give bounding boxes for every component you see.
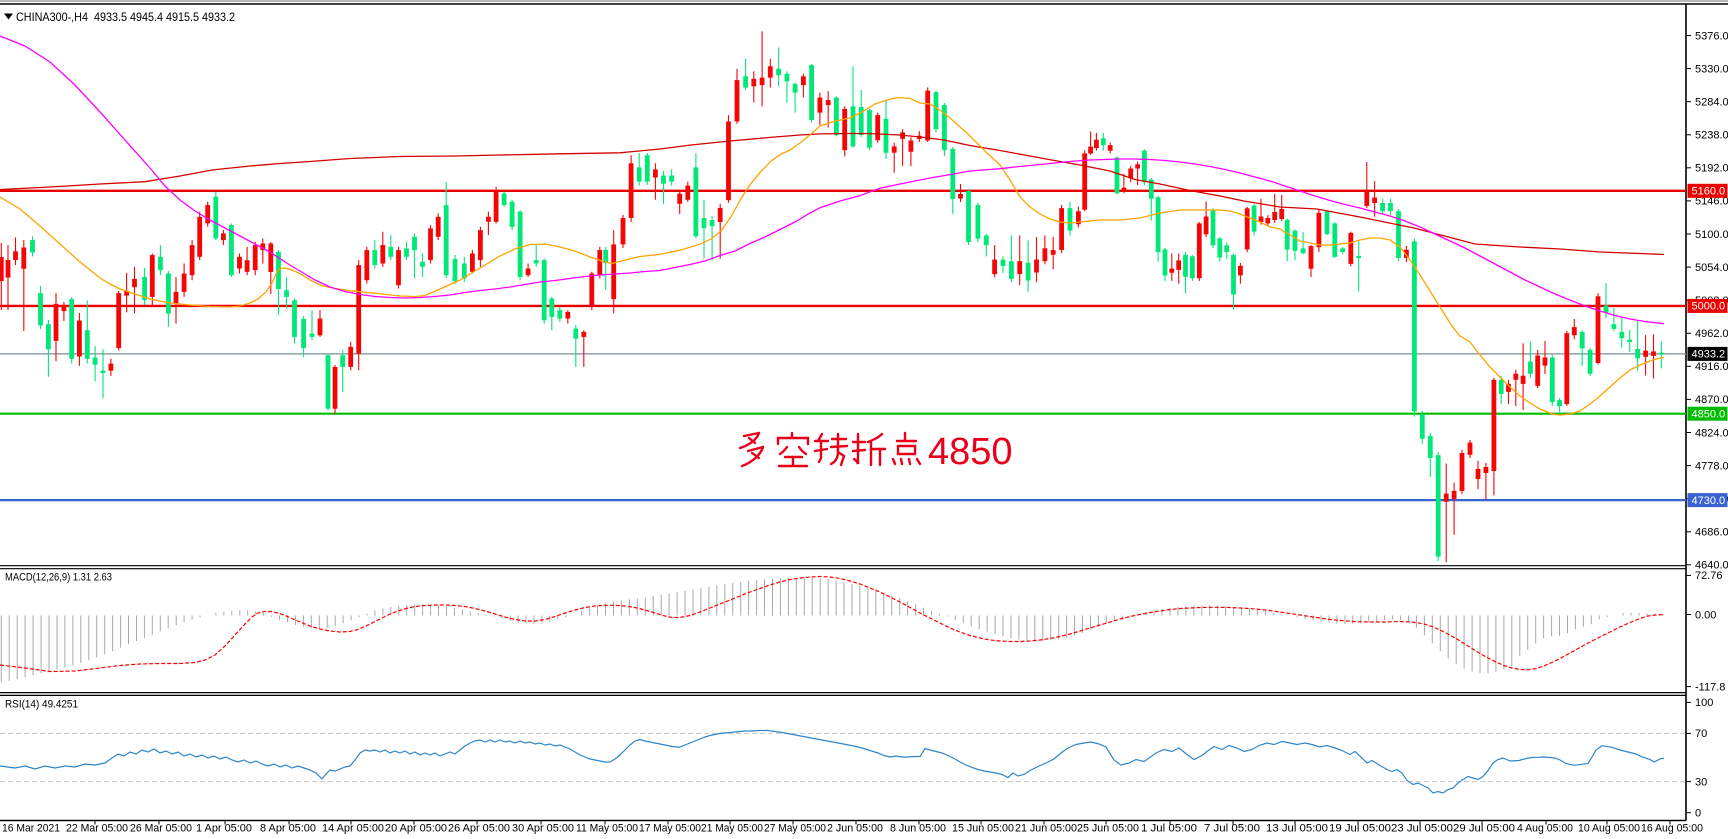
svg-text:4850.0: 4850.0 bbox=[1692, 409, 1726, 421]
svg-text:21 Jun 05:00: 21 Jun 05:00 bbox=[1015, 823, 1077, 835]
svg-text:-117.8: -117.8 bbox=[1695, 681, 1725, 693]
svg-text:7 Jul 05:00: 7 Jul 05:00 bbox=[1204, 823, 1260, 835]
svg-text:4778.0: 4778.0 bbox=[1695, 460, 1728, 472]
svg-text:30: 30 bbox=[1695, 776, 1707, 788]
svg-text:11 May 05:00: 11 May 05:00 bbox=[576, 823, 638, 835]
svg-text:2 Jun 05:00: 2 Jun 05:00 bbox=[827, 823, 883, 835]
svg-text:5192.0: 5192.0 bbox=[1695, 163, 1728, 175]
svg-text:30 Apr 05:00: 30 Apr 05:00 bbox=[512, 823, 574, 835]
svg-text:27 May 05:00: 27 May 05:00 bbox=[764, 823, 826, 835]
svg-text:21 May 05:00: 21 May 05:00 bbox=[701, 823, 763, 835]
svg-text:23 Jul 05:00: 23 Jul 05:00 bbox=[1391, 823, 1453, 835]
svg-text:4640.0: 4640.0 bbox=[1695, 560, 1728, 572]
svg-text:16 Aug 05:00: 16 Aug 05:00 bbox=[1641, 823, 1703, 835]
svg-text:5160.0: 5160.0 bbox=[1692, 186, 1726, 198]
svg-text:70: 70 bbox=[1695, 728, 1707, 740]
svg-text:5330.0: 5330.0 bbox=[1695, 63, 1728, 75]
svg-text:4686.0: 4686.0 bbox=[1695, 527, 1728, 539]
svg-text:5284.0: 5284.0 bbox=[1695, 97, 1728, 109]
svg-text:15 Jun 05:00: 15 Jun 05:00 bbox=[952, 823, 1014, 835]
svg-text:13 Jul 05:00: 13 Jul 05:00 bbox=[1266, 823, 1328, 835]
svg-text:MACD(12,26,9) 1.31 2.63: MACD(12,26,9) 1.31 2.63 bbox=[5, 572, 112, 584]
svg-text:26 Mar 05:00: 26 Mar 05:00 bbox=[130, 823, 192, 835]
svg-text:10 Aug 05:00: 10 Aug 05:00 bbox=[1578, 823, 1640, 835]
svg-text:72.76: 72.76 bbox=[1695, 570, 1723, 582]
svg-text:29 Jul 05:00: 29 Jul 05:00 bbox=[1453, 823, 1515, 835]
svg-text:1 Apr 05:00: 1 Apr 05:00 bbox=[196, 823, 252, 835]
svg-text:100: 100 bbox=[1695, 697, 1713, 709]
svg-text:CHINA300-,H4 4933.5 4945.4 49: CHINA300-,H4 4933.5 4945.4 4915.5 4933.2 bbox=[16, 10, 235, 24]
svg-text:4 Aug 05:00: 4 Aug 05:00 bbox=[1517, 823, 1573, 835]
svg-text:5100.0: 5100.0 bbox=[1695, 229, 1728, 241]
svg-text:20 Apr 05:00: 20 Apr 05:00 bbox=[385, 823, 447, 835]
svg-text:1 Jul 05:00: 1 Jul 05:00 bbox=[1141, 823, 1197, 835]
svg-text:5146.0: 5146.0 bbox=[1695, 196, 1728, 208]
svg-text:25 Jun 05:00: 25 Jun 05:00 bbox=[1077, 823, 1139, 835]
svg-text:19 Jul 05:00: 19 Jul 05:00 bbox=[1329, 823, 1391, 835]
svg-text:14 Apr 05:00: 14 Apr 05:00 bbox=[322, 823, 384, 835]
svg-text:RSI(14) 49.4251: RSI(14) 49.4251 bbox=[5, 699, 78, 711]
svg-text:8 Jun 05:00: 8 Jun 05:00 bbox=[890, 823, 946, 835]
svg-text:4730.0: 4730.0 bbox=[1692, 495, 1726, 507]
svg-text:5054.0: 5054.0 bbox=[1695, 262, 1728, 274]
svg-text:5376.0: 5376.0 bbox=[1695, 30, 1728, 42]
svg-text:4916.0: 4916.0 bbox=[1695, 361, 1728, 373]
svg-text:16 Mar 2021: 16 Mar 2021 bbox=[2, 823, 60, 835]
svg-text:4850: 4850 bbox=[928, 431, 1013, 473]
svg-text:0.00: 0.00 bbox=[1695, 609, 1716, 621]
svg-text:4824.0: 4824.0 bbox=[1695, 427, 1728, 439]
svg-text:4962.0: 4962.0 bbox=[1695, 328, 1728, 340]
svg-text:0: 0 bbox=[1695, 808, 1701, 820]
svg-text:22 Mar 05:00: 22 Mar 05:00 bbox=[66, 823, 128, 835]
svg-text:26 Apr 05:00: 26 Apr 05:00 bbox=[448, 823, 510, 835]
svg-text:4933.2: 4933.2 bbox=[1692, 349, 1726, 361]
svg-text:5000.0: 5000.0 bbox=[1692, 301, 1726, 313]
svg-text:17 May 05:00: 17 May 05:00 bbox=[639, 823, 701, 835]
svg-text:4870.0: 4870.0 bbox=[1695, 394, 1728, 406]
svg-text:5238.0: 5238.0 bbox=[1695, 130, 1728, 142]
svg-text:8 Apr 05:00: 8 Apr 05:00 bbox=[260, 823, 316, 835]
